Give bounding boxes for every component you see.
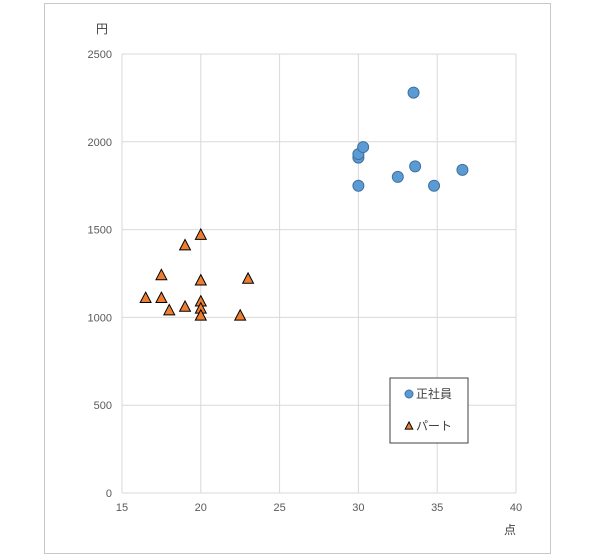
x-tick-label: 40 (510, 502, 522, 514)
y-tick-label: 2500 (88, 49, 112, 61)
x-tick-label: 30 (352, 502, 364, 514)
legend-label: パート (416, 419, 452, 433)
data-point-triangle (178, 238, 192, 251)
data-point-circle (357, 141, 370, 154)
data-point-circle (391, 170, 404, 183)
data-point-triangle (194, 227, 208, 240)
data-point-circle (407, 86, 420, 99)
x-tick-label: 20 (195, 502, 207, 514)
gridlines (121, 53, 517, 494)
data-point-triangle (155, 291, 168, 304)
chart-frame (44, 3, 551, 554)
data-point-circle (352, 179, 365, 192)
x-tick-label: 25 (273, 502, 285, 514)
data-point-circle (456, 163, 469, 176)
data-point-triangle (163, 303, 176, 316)
legend-marker (404, 389, 414, 399)
data-point-circle (409, 160, 422, 173)
y-tick-label: 500 (94, 400, 112, 412)
x-tick-label: 35 (431, 502, 443, 514)
x-tick-label: 15 (116, 502, 128, 514)
data-point-triangle (178, 299, 192, 312)
x-axis-label: 点 (504, 523, 516, 537)
y-tick-label: 1000 (88, 312, 112, 324)
y-tick-label: 2000 (88, 137, 112, 149)
data-point-circle (428, 179, 441, 192)
data-point-triangle (155, 268, 168, 281)
x-tick-labels: 15 20 25 30 35 40 (116, 502, 522, 514)
legend-box (389, 377, 469, 444)
legend-label: 正社員 (416, 386, 452, 401)
y-tick-label: 0 (106, 488, 112, 500)
legend-marker (404, 420, 414, 430)
data-point-triangle (241, 271, 255, 284)
y-tick-labels: 0 500 1000 1500 2000 2500 (88, 49, 112, 500)
y-tick-label: 1500 (88, 225, 112, 237)
y-axis-label: 円 (96, 22, 108, 36)
data-point-triangle (194, 308, 208, 321)
data-point-triangle (139, 291, 152, 304)
data-point-triangle (194, 273, 208, 286)
data-point-triangle (233, 308, 247, 321)
data-points (139, 86, 469, 321)
